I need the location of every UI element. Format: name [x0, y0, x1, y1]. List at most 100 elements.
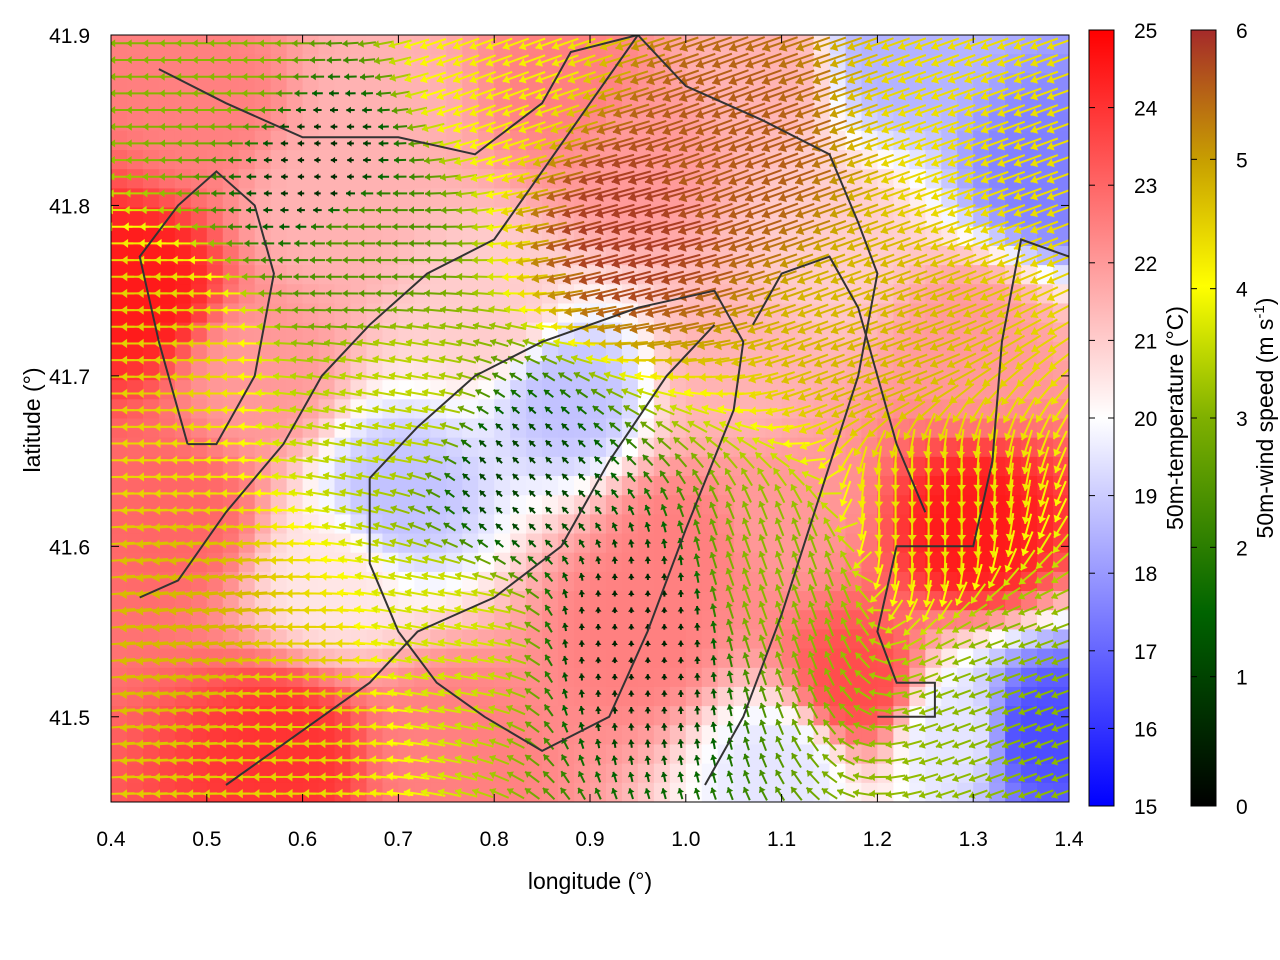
heatmap-cell: [302, 763, 320, 784]
heatmap-cell: [238, 73, 256, 94]
heatmap-cell: [238, 169, 256, 189]
heatmap-cell: [222, 380, 240, 400]
heatmap-cell: [542, 437, 559, 458]
heatmap-cell: [1037, 552, 1054, 573]
heatmap-cell: [350, 111, 368, 132]
heatmap-cell: [190, 265, 208, 285]
heatmap-cell: [717, 533, 735, 554]
heatmap-cell: [222, 188, 240, 209]
heatmap-cell: [430, 495, 447, 515]
heatmap-cell: [653, 552, 671, 573]
heatmap-cell: [669, 744, 687, 765]
wind-vector-head: [104, 789, 111, 798]
wind-vector-head: [105, 456, 111, 465]
heatmap-cell: [350, 169, 368, 189]
heatmap-cell: [302, 686, 320, 707]
heatmap-cell: [462, 265, 479, 285]
heatmap-cell: [653, 610, 671, 631]
heatmap-cell: [190, 54, 208, 74]
heatmap-cell: [254, 763, 272, 784]
heatmap-cell: [414, 533, 431, 554]
heatmap-cell: [398, 380, 415, 400]
heatmap-cell: [446, 514, 463, 535]
heatmap-cell: [174, 437, 192, 458]
heatmap-cell: [574, 399, 591, 420]
heatmap-cell: [526, 782, 543, 802]
heatmap-cell: [478, 763, 495, 784]
heatmap-cell: [158, 514, 176, 535]
heatmap-cell: [254, 686, 272, 707]
heatmap-cell: [542, 591, 559, 611]
heatmap-cell: [302, 725, 320, 746]
heatmap-cell: [653, 629, 671, 650]
heatmap-cell: [414, 207, 431, 228]
heatmap-cell: [590, 418, 607, 439]
wind-vector-head: [104, 773, 111, 782]
heatmap-cell: [174, 725, 192, 746]
heatmap-cell: [270, 265, 288, 285]
heatmap-cell: [206, 782, 224, 802]
heatmap-cell: [382, 265, 399, 285]
heatmap-cell: [158, 456, 176, 477]
heatmap-cell: [142, 54, 160, 74]
heatmap-cell: [382, 169, 399, 189]
heatmap-cell: [254, 150, 272, 170]
heatmap-cell: [685, 667, 703, 688]
heatmap-cell: [238, 610, 256, 631]
heatmap-cell: [286, 169, 304, 189]
heatmap-cell: [478, 303, 495, 324]
heatmap-cell: [270, 150, 288, 170]
heatmap-cell: [142, 380, 160, 400]
heatmap-cell: [174, 763, 192, 784]
heatmap-cell: [302, 341, 320, 362]
heatmap-cell: [382, 380, 399, 400]
heatmap-cell: [318, 725, 336, 746]
wind-vector-head: [103, 623, 110, 633]
heatmap-cell: [685, 552, 703, 573]
heatmap-cell: [462, 648, 479, 669]
heatmap-cell: [222, 207, 240, 228]
heatmap-cell: [270, 763, 288, 784]
wind-vector-head: [104, 372, 111, 381]
heatmap-cell: [190, 763, 208, 784]
heatmap-cell: [414, 169, 431, 189]
heatmap-cell: [350, 130, 368, 151]
heatmap-cell: [238, 782, 256, 802]
heatmap-cell: [446, 207, 463, 228]
wind-vector-head: [104, 739, 111, 749]
heatmap-cell: [542, 648, 559, 669]
heatmap-cell: [430, 476, 447, 496]
heatmap-cell: [318, 476, 336, 496]
wind-vector-head: [105, 472, 112, 481]
heatmap-cell: [190, 476, 208, 496]
heatmap-cell: [1005, 591, 1022, 611]
heatmap-cell: [302, 130, 320, 151]
heatmap-cell: [350, 54, 368, 74]
heatmap-cell: [542, 54, 559, 74]
heatmap-cell: [526, 571, 543, 592]
heatmap-cell: [238, 763, 256, 784]
heatmap-cell: [238, 725, 256, 746]
heatmap-cell: [142, 207, 160, 228]
heatmap-cell: [174, 130, 192, 151]
heatmap-cell: [494, 763, 511, 784]
heatmap-cell: [334, 245, 352, 266]
heatmap-cell: [398, 437, 415, 458]
heatmap-cell: [238, 437, 256, 458]
heatmap-cell: [174, 456, 192, 477]
heatmap-cell: [254, 73, 272, 94]
heatmap-cell: [733, 782, 751, 802]
heatmap-cell: [861, 686, 878, 707]
heatmap-cell: [270, 130, 288, 151]
heatmap-cell: [126, 456, 144, 477]
heatmap-cell: [446, 456, 463, 477]
heatmap-cell: [270, 245, 288, 266]
heatmap-cell: [446, 265, 463, 285]
heatmap-cell: [366, 169, 384, 189]
heatmap-cell: [989, 514, 1006, 535]
heatmap-cell: [126, 476, 144, 496]
heatmap-cell: [158, 188, 176, 209]
heatmap-cell: [142, 552, 160, 573]
heatmap-cell: [941, 514, 958, 535]
heatmap-cell: [398, 629, 415, 650]
